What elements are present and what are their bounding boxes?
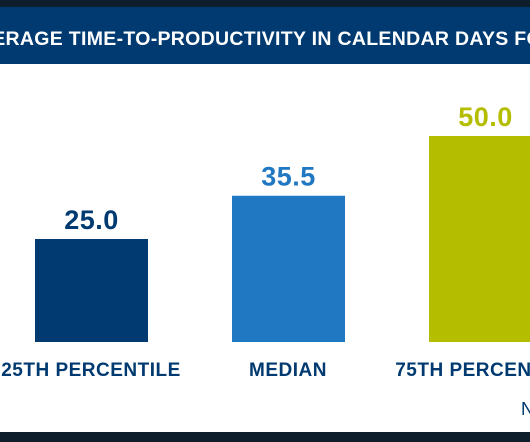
category-label-1: 25TH PERCENTILE bbox=[1, 360, 181, 381]
chart-title: AVERAGE TIME-TO-PRODUCTIVITY IN CALENDAR… bbox=[0, 28, 530, 50]
bar-3 bbox=[429, 136, 530, 342]
value-label-1: 25.0 bbox=[64, 205, 119, 235]
category-label-2: MEDIAN bbox=[249, 360, 327, 381]
chart-title-bar: AVERAGE TIME-TO-PRODUCTIVITY IN CALENDAR… bbox=[0, 0, 530, 64]
value-label-3: 50.0 bbox=[458, 102, 513, 132]
category-label-3: 75TH PERCENTILE bbox=[395, 360, 530, 381]
footnote-text: N bbox=[521, 399, 530, 419]
value-label-2: 35.5 bbox=[261, 162, 316, 192]
bar-2 bbox=[232, 195, 345, 342]
bar-1 bbox=[35, 239, 148, 342]
bar-chart: 25.0 25TH PERCENTILE 35.5 MEDIAN 50.0 75TH PE… bbox=[0, 102, 530, 381]
